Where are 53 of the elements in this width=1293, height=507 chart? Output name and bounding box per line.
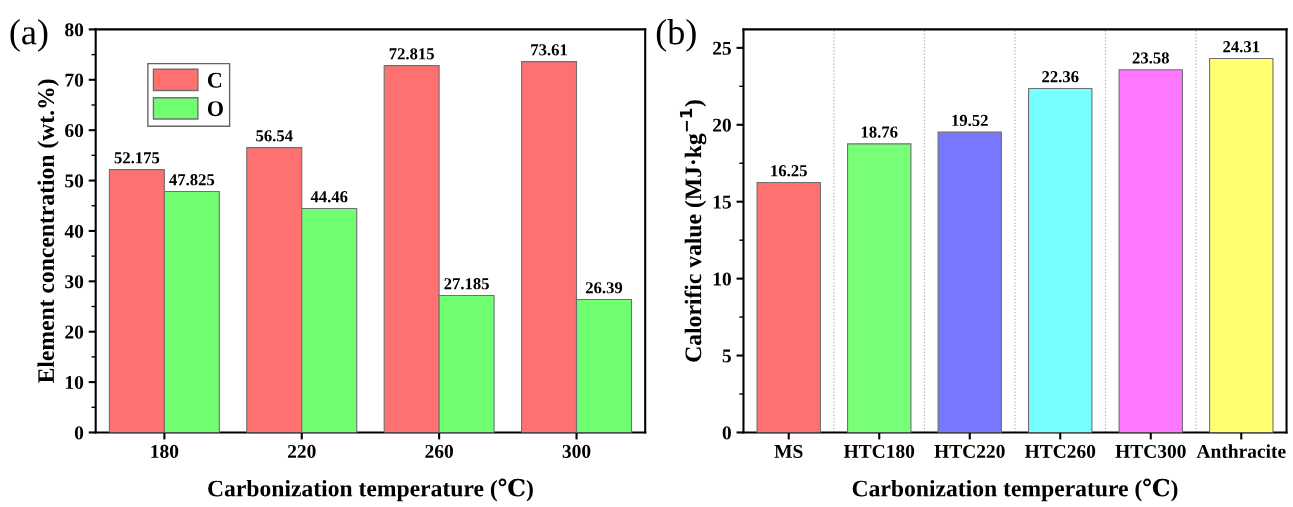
- x-tick-label: 180: [151, 444, 179, 458]
- x-tick-label: MS: [774, 444, 803, 458]
- y-axis-title: Calorific value (MJ·kg$^{−1}$): [679, 100, 707, 362]
- x-tick-label: HTC220: [934, 444, 1005, 458]
- bar: [1209, 57, 1274, 433]
- bar: [937, 131, 1002, 433]
- y-tick-label: 20: [713, 118, 731, 132]
- data-label: 16.25: [771, 165, 807, 177]
- y-tick-label: 30: [65, 275, 84, 289]
- data-label: 23.58: [1132, 52, 1169, 64]
- chart-title: (b): [656, 19, 696, 52]
- data-label: 18.76: [861, 126, 898, 138]
- y-axis-title: Element concentration (wt.%): [37, 79, 59, 383]
- x-axis-title: Carbonization temperature (℃): [208, 478, 533, 502]
- y-tick-label: 25: [713, 41, 731, 55]
- y-tick-label: 40: [64, 224, 84, 238]
- data-label: 44.46: [310, 191, 348, 203]
- legend-label: C: [207, 72, 222, 88]
- data-label: 26.39: [585, 282, 623, 294]
- x-tick-label: 260: [425, 444, 453, 458]
- x-tick-label: HTC300: [1115, 444, 1186, 458]
- x-tick-label: HTC260: [1024, 444, 1096, 458]
- data-label: 52.175: [114, 152, 160, 164]
- y-tick-label: 10: [713, 272, 731, 286]
- x-axis-title: Carbonization temperature (℃): [852, 478, 1178, 502]
- chart-title: (a): [10, 19, 48, 52]
- bar: [756, 181, 821, 433]
- y-tick-label: 20: [65, 325, 84, 339]
- data-label: 47.825: [169, 174, 215, 186]
- x-tick-label: HTC180: [843, 444, 915, 458]
- y-tick-label: 60: [65, 123, 84, 138]
- y-tick-label: 0: [74, 426, 84, 440]
- data-label: 72.815: [389, 48, 434, 60]
- y-tick-label: 50: [65, 174, 84, 188]
- data-label: 73.61: [531, 44, 567, 56]
- y-tick-label: 10: [65, 375, 84, 390]
- data-label: 22.36: [1042, 71, 1079, 83]
- legend-label: O: [207, 101, 223, 117]
- x-tick-label: 220: [287, 444, 316, 458]
- y-tick-label: 80: [65, 23, 84, 37]
- y-tick-label: 0: [722, 426, 731, 440]
- x-tick-label: Anthracite: [1196, 444, 1286, 458]
- data-label: 19.52: [952, 114, 988, 127]
- y-tick-label: 70: [65, 73, 84, 87]
- bar: [1118, 69, 1184, 433]
- y-tick-label: 5: [722, 349, 731, 363]
- data-label: 56.54: [256, 130, 293, 142]
- y-tick-label: 15: [713, 195, 731, 209]
- bar: [847, 143, 912, 433]
- data-label: 27.185: [444, 278, 489, 290]
- bar: [1028, 87, 1093, 433]
- data-label: 24.31: [1223, 41, 1260, 53]
- x-tick-label: 300: [562, 444, 591, 458]
